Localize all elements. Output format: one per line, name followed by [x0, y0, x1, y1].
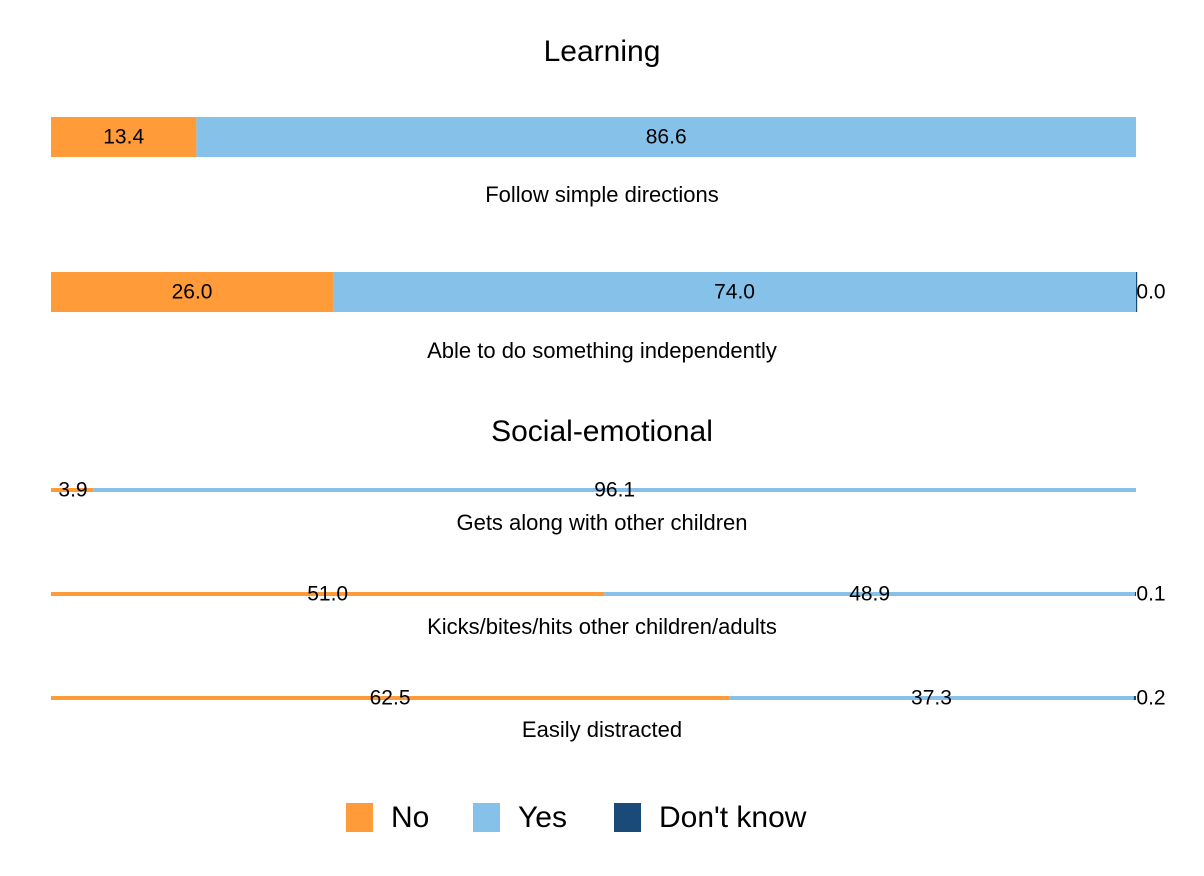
- bar-segment-don-t-know: [1134, 592, 1136, 596]
- data-label: 26.0: [172, 281, 213, 304]
- category-label: Kicks/bites/hits other children/adults: [427, 614, 777, 639]
- bar-segment-no: [51, 696, 730, 700]
- bar-segment-yes: [333, 272, 1137, 312]
- legend-swatch-don-t-know: [614, 803, 641, 832]
- data-label: 0.2: [1136, 687, 1165, 710]
- bar-segment-no: [51, 488, 94, 492]
- category-label: Gets along with other children: [456, 510, 747, 535]
- bar-segment-no: [51, 272, 334, 312]
- bar-segment-don-t-know: [1133, 696, 1136, 700]
- panel-title: Social-emotional: [491, 415, 713, 448]
- bar-segment-don-t-know: [1136, 272, 1138, 312]
- bar-segment-yes: [93, 488, 1137, 492]
- data-label: 3.9: [58, 479, 87, 502]
- legend-swatch-no: [346, 803, 373, 832]
- bar-segment-yes: [196, 117, 1136, 157]
- data-label: 51.0: [307, 583, 348, 606]
- data-label: 13.4: [103, 126, 144, 149]
- category-label: Able to do something independently: [427, 338, 777, 363]
- data-label: 96.1: [594, 479, 635, 502]
- data-label: 37.3: [911, 687, 952, 710]
- panel-title: Learning: [544, 35, 661, 68]
- category-label: Follow simple directions: [485, 182, 719, 207]
- legend-swatch-yes: [473, 803, 500, 832]
- legend-label: Yes: [518, 801, 567, 834]
- category-label: Easily distracted: [522, 717, 682, 742]
- bar-segment-yes: [729, 696, 1134, 700]
- data-label: 48.9: [849, 583, 890, 606]
- data-label: 74.0: [714, 281, 755, 304]
- data-label: 86.6: [646, 126, 687, 149]
- data-label: 62.5: [370, 687, 411, 710]
- legend-label: Don't know: [659, 801, 807, 834]
- data-label: 0.1: [1136, 583, 1165, 606]
- legend-label: No: [391, 801, 429, 834]
- bar-segment-no: [51, 117, 197, 157]
- data-label: 0.0: [1136, 281, 1165, 304]
- bar-segment-yes: [604, 592, 1135, 596]
- bar-segment-no: [51, 592, 605, 596]
